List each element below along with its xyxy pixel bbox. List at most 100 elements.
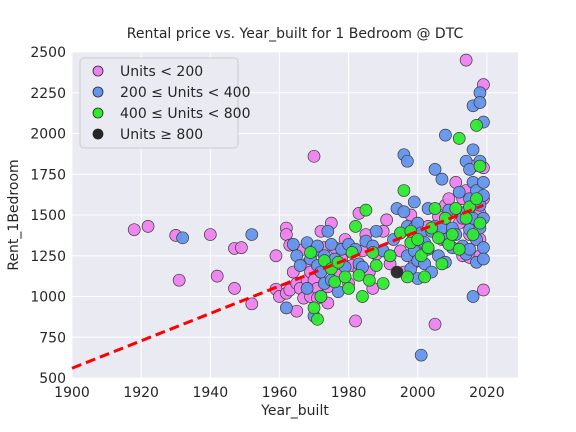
point-s1-95 bbox=[477, 241, 490, 254]
point-s2-36 bbox=[449, 202, 463, 215]
point-s2-3 bbox=[314, 290, 328, 303]
y-tick-label-5: 1750 bbox=[30, 167, 66, 183]
point-s2-22 bbox=[401, 270, 414, 284]
point-s2-0 bbox=[304, 246, 317, 259]
point-s0-0 bbox=[127, 223, 141, 237]
point-s2-32 bbox=[435, 257, 449, 271]
y-axis-title: Rent_1Bedroom bbox=[6, 159, 22, 270]
legend-box bbox=[79, 57, 239, 149]
point-s2-9 bbox=[342, 282, 355, 295]
point-s1-37 bbox=[397, 205, 411, 219]
point-s0-75 bbox=[459, 53, 473, 67]
y-tick-label-2: 1000 bbox=[30, 290, 66, 306]
point-s0-4 bbox=[203, 228, 217, 241]
point-s1-17 bbox=[321, 224, 335, 238]
legend-label-units-lt-200: Units < 200 bbox=[120, 64, 203, 80]
point-s1-3 bbox=[286, 237, 300, 251]
point-s0-65 bbox=[428, 317, 442, 331]
legend-marker-units-400-800 bbox=[92, 107, 104, 119]
point-s2-11 bbox=[349, 220, 362, 233]
point-s1-30 bbox=[369, 224, 383, 238]
x-tick-labels: 1900 1920 1940 1960 1980 2000 2020 bbox=[54, 385, 505, 401]
point-s2-45 bbox=[473, 216, 487, 230]
data-points bbox=[127, 53, 490, 362]
point-s2-43 bbox=[470, 192, 483, 206]
point-s2-6 bbox=[328, 275, 342, 289]
point-s2-17 bbox=[369, 259, 383, 272]
point-s2-19 bbox=[383, 249, 397, 263]
point-s0-9 bbox=[245, 297, 259, 311]
legend-label-units-200-400: 200 ≤ Units < 400 bbox=[120, 85, 251, 101]
point-s1-69 bbox=[452, 185, 466, 199]
chart-title: Rental price vs. Year_built for 1 Bedroo… bbox=[127, 26, 464, 42]
x-tick-label-5: 2000 bbox=[400, 385, 436, 401]
x-tick-label-0: 1900 bbox=[54, 385, 90, 401]
x-tick-label-1: 1920 bbox=[123, 385, 159, 401]
point-s2-31 bbox=[432, 231, 445, 245]
point-s1-93 bbox=[477, 176, 490, 189]
legend-marker-units-ge-800 bbox=[92, 128, 104, 140]
point-s2-35 bbox=[445, 228, 459, 241]
point-s1-88 bbox=[473, 96, 487, 109]
point-s2-2 bbox=[311, 312, 324, 326]
point-s2-40 bbox=[463, 200, 476, 214]
x-tick-label-2: 1940 bbox=[192, 385, 228, 401]
point-s1-0 bbox=[176, 231, 189, 245]
trend-line-group bbox=[71, 203, 484, 370]
point-s2-41 bbox=[466, 228, 480, 241]
point-s1-61 bbox=[435, 172, 449, 186]
point-s2-25 bbox=[411, 233, 425, 246]
x-axis-title: Year_built bbox=[260, 403, 329, 419]
point-s2-44 bbox=[473, 159, 487, 173]
point-s2-14 bbox=[359, 203, 373, 217]
x-tick-label-6: 2020 bbox=[469, 385, 505, 401]
point-s1-57 bbox=[428, 163, 442, 176]
point-s0-88 bbox=[477, 283, 490, 297]
point-s0-3 bbox=[172, 273, 186, 287]
y-tick-label-0: 500 bbox=[39, 371, 66, 387]
x-tick-label-4: 1980 bbox=[331, 385, 367, 401]
point-s1-62 bbox=[439, 128, 452, 142]
point-s1-80 bbox=[466, 143, 480, 157]
point-s0-56 bbox=[380, 213, 393, 227]
point-s0-5 bbox=[210, 269, 224, 283]
point-s0-11 bbox=[269, 249, 283, 263]
legend-marker-units-200-400 bbox=[92, 86, 104, 98]
point-s1-7 bbox=[300, 282, 314, 295]
y-tick-labels: 500 750 1000 1250 1500 1750 2000 2250 2500 bbox=[30, 45, 66, 387]
point-s0-28 bbox=[307, 149, 321, 163]
legend: Units < 200 200 ≤ Units < 400 400 ≤ Unit… bbox=[79, 57, 251, 149]
point-s2-12 bbox=[352, 268, 366, 282]
point-s1-38 bbox=[401, 154, 414, 168]
point-s0-8 bbox=[235, 241, 248, 254]
y-tick-label-1: 750 bbox=[39, 330, 66, 346]
trend-line bbox=[71, 203, 484, 370]
point-s2-39 bbox=[459, 211, 473, 225]
point-s2-18 bbox=[376, 277, 390, 290]
point-s3-0 bbox=[390, 265, 404, 279]
point-s2-13 bbox=[356, 290, 369, 303]
point-s1-19 bbox=[324, 237, 338, 251]
y-tick-label-7: 2250 bbox=[30, 86, 66, 102]
point-s2-42 bbox=[470, 118, 483, 132]
point-s1-1 bbox=[245, 228, 259, 241]
point-s1-5 bbox=[293, 259, 307, 272]
y-tick-label-4: 1500 bbox=[30, 208, 66, 224]
point-s0-1 bbox=[141, 220, 155, 233]
point-s1-49 bbox=[414, 348, 428, 362]
y-tick-label-3: 1250 bbox=[30, 249, 66, 265]
point-s2-1 bbox=[307, 301, 321, 315]
point-s2-8 bbox=[338, 270, 352, 284]
point-s0-47 bbox=[349, 314, 362, 328]
point-s0-6 bbox=[228, 282, 241, 295]
point-s2-15 bbox=[362, 273, 376, 287]
point-s2-26 bbox=[414, 249, 428, 263]
y-tick-label-8: 2500 bbox=[30, 45, 66, 61]
point-s1-96 bbox=[477, 252, 490, 266]
point-s1-43 bbox=[407, 195, 421, 209]
point-s1-83 bbox=[466, 290, 480, 303]
point-s2-28 bbox=[421, 241, 435, 254]
legend-label-units-ge-800: Units ≥ 800 bbox=[120, 127, 203, 143]
legend-marker-units-lt-200 bbox=[92, 65, 104, 77]
